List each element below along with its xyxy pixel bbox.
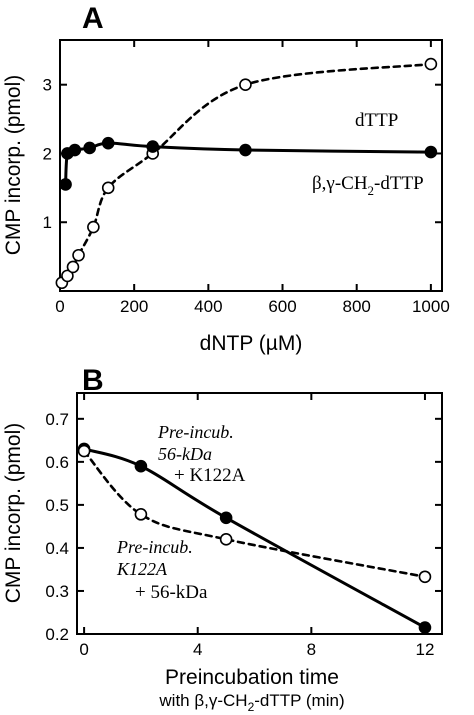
panel-b-series-1-point-0 bbox=[77, 444, 91, 458]
panel-b-x-tick-label: 8 bbox=[307, 640, 316, 659]
panel-a-series-0-point-1 bbox=[61, 269, 74, 283]
panel-a-series-1-point-4 bbox=[101, 136, 115, 150]
panel-letter-b: B bbox=[82, 364, 104, 397]
panel-b-y-axis-title: CMP incorp. (pmol) bbox=[2, 423, 25, 604]
panel-b-series-lines bbox=[82, 447, 427, 630]
panel-b-label-k122a-line1: Pre-incub. bbox=[116, 537, 193, 557]
panel-a-x-tick-label: 400 bbox=[194, 297, 222, 316]
panel-b-series-1-line bbox=[82, 449, 427, 579]
label-subscript: 2 bbox=[248, 700, 255, 714]
panel-b-series-0-point-2 bbox=[219, 511, 233, 525]
panel-b-series-0-point-3 bbox=[418, 621, 432, 634]
panel-a-x-axis-title: dNTP (µM) bbox=[200, 332, 303, 355]
panel-b-label-k122a-line2: K122A bbox=[116, 559, 168, 579]
label-part: with β,γ-CH bbox=[158, 691, 247, 710]
panel-a-series-0-point-5 bbox=[101, 181, 115, 195]
panel-a-series-1-point-0 bbox=[59, 178, 72, 191]
panel-b-y-tick-label: 0.7 bbox=[45, 410, 69, 429]
panel-b-label-k122a-line3: + 56-kDa bbox=[135, 582, 208, 603]
panel-b-series-1-point-2 bbox=[219, 533, 233, 546]
panel-b-series-1-point-1 bbox=[134, 508, 148, 521]
panel-b-x-axis-title: Preincubation time bbox=[165, 666, 339, 689]
panel-a-x-tick-label: 600 bbox=[268, 297, 296, 316]
panel-a-series-0-point-4 bbox=[87, 220, 100, 234]
label-part: -dTTP (min) bbox=[254, 691, 344, 710]
panel-b-plot-frame bbox=[76, 392, 443, 635]
panel-a-x-tick-label: 800 bbox=[343, 297, 371, 316]
panel-b-y-tick-label: 0.4 bbox=[45, 539, 69, 558]
panel-a-y-tick-label: 1 bbox=[43, 213, 52, 232]
panel-b-label-56kda-line2: 56-kDa bbox=[158, 444, 212, 464]
panel-b-y-tick-label: 0.5 bbox=[45, 496, 69, 515]
panel-a-series-0-point-2 bbox=[66, 260, 80, 274]
panel-b-label-56kda-line3: + K122A bbox=[174, 465, 246, 486]
panel-b-x-tick-label: 0 bbox=[79, 640, 88, 659]
panel-a-series-0-point-3 bbox=[72, 248, 85, 262]
panel-a-ticks: 0 200 400 600 800 1000 1 2 3 bbox=[43, 40, 450, 316]
panel-a-label-dttp: dTTP bbox=[355, 110, 398, 131]
panel-letter-a: A bbox=[82, 2, 104, 35]
panel-a-series-1-point-6 bbox=[239, 143, 252, 157]
panel-a-y-axis-title: CMP incorp. (pmol) bbox=[2, 75, 25, 256]
panel-b-label-56kda-line1: Pre-incub. bbox=[157, 422, 234, 442]
panel-a-y-tick-label: 2 bbox=[43, 144, 52, 163]
panel-a-series-0-point-8 bbox=[424, 57, 438, 71]
panel-a-series-1-point-7 bbox=[424, 145, 438, 159]
panel-a-series-1-point-2 bbox=[68, 143, 82, 157]
panel-b-x-tick-label: 12 bbox=[415, 640, 434, 659]
panel-a-series-1-point-5 bbox=[146, 140, 160, 153]
panel-a-series-0-point-7 bbox=[239, 78, 252, 91]
panel-a-x-tick-label: 0 bbox=[55, 297, 64, 316]
panel-b-y-tick-label: 0.2 bbox=[45, 625, 69, 644]
panel-b-series-0-point-1 bbox=[134, 459, 148, 473]
panel-b-series-0-line bbox=[82, 447, 427, 630]
label-subscript: 2 bbox=[368, 183, 375, 198]
panel-b-ticks: 0 4 8 12 0.2 0.3 0.4 0.5 0.6 0.7 bbox=[45, 393, 442, 659]
panel-b-y-tick-label: 0.3 bbox=[45, 582, 69, 601]
panel-a-y-tick-label: 3 bbox=[43, 76, 52, 95]
panel-b-x-tick-label: 4 bbox=[193, 640, 202, 659]
panel-a-data-points bbox=[55, 57, 438, 290]
label-part: -dTTP bbox=[374, 173, 424, 194]
panel-b-data-points bbox=[77, 442, 432, 634]
panel-a-series-1-point-3 bbox=[83, 141, 96, 155]
panel-a-plot-frame bbox=[59, 39, 443, 292]
panel-b-y-tick-label: 0.6 bbox=[45, 453, 69, 472]
panel-a-x-tick-label: 200 bbox=[120, 297, 148, 316]
panel-a-x-tick-label: 1000 bbox=[412, 297, 450, 316]
panel-b-x-axis-subtitle: with β,γ-CH2-dTTP (min) bbox=[158, 691, 344, 714]
panel-b-series-1-point-3 bbox=[418, 570, 432, 584]
panel-a-label-beta-gamma-ch2-dttp: β,γ-CH2-dTTP bbox=[312, 173, 424, 198]
label-part: β,γ-CH bbox=[312, 173, 368, 194]
